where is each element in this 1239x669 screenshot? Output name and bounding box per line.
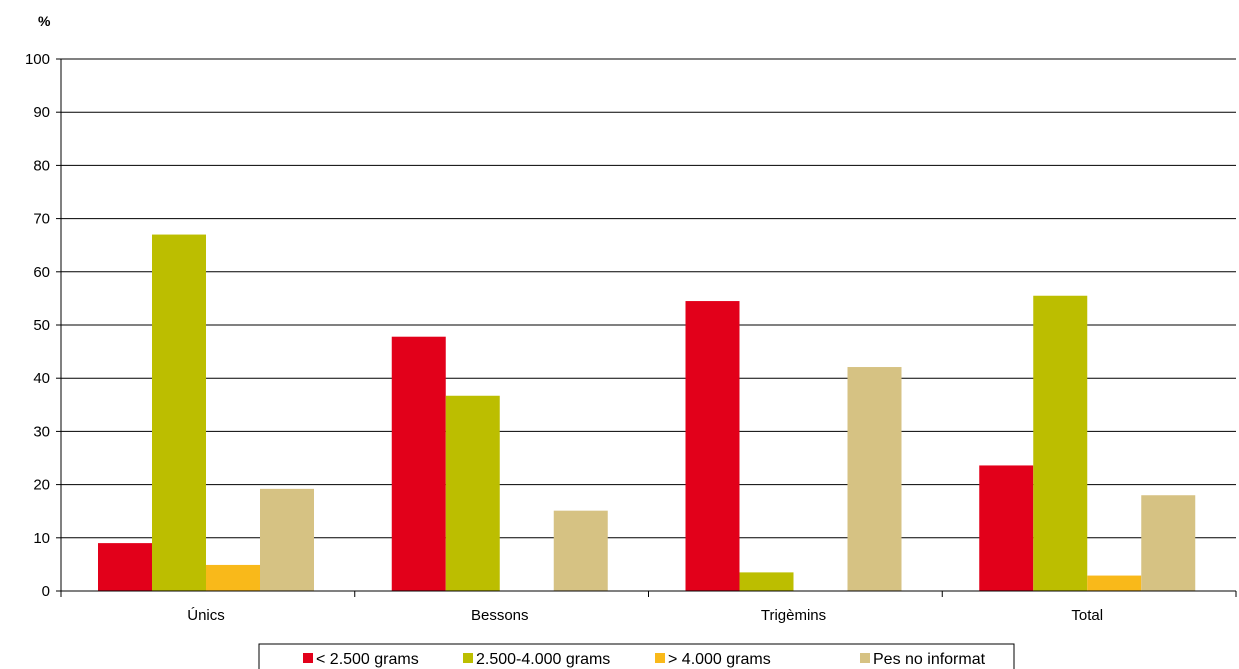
legend: < 2.500 grams 2.500-4.000 grams > 4.000 gr… bbox=[258, 643, 1015, 669]
axes bbox=[56, 58, 1237, 597]
y-tick-label: 100 bbox=[25, 51, 50, 68]
y-axis-unit-label: % bbox=[38, 13, 51, 29]
y-tick-label: 90 bbox=[33, 104, 50, 121]
bars bbox=[98, 234, 1196, 591]
gridlines bbox=[61, 58, 1236, 539]
legend-swatch bbox=[463, 653, 473, 663]
bar bbox=[391, 336, 446, 591]
x-tick-label: Total bbox=[1071, 607, 1103, 624]
bar bbox=[98, 543, 152, 591]
bar bbox=[739, 572, 794, 591]
y-tick-label: 80 bbox=[33, 157, 50, 174]
bar bbox=[445, 395, 500, 591]
x-tick-label: Trigèmins bbox=[761, 607, 826, 624]
legend-swatch bbox=[655, 653, 665, 663]
y-tick-label: 70 bbox=[33, 211, 50, 228]
y-tick-label: 30 bbox=[33, 423, 50, 440]
legend-label: 2.500-4.000 grams bbox=[476, 651, 610, 668]
legend-swatch bbox=[303, 653, 313, 663]
y-tick-label: 60 bbox=[33, 264, 50, 281]
x-tick-label: Únics bbox=[187, 607, 225, 624]
y-tick-label: 40 bbox=[33, 370, 50, 387]
legend-label: > 4.000 grams bbox=[668, 651, 771, 668]
y-tick-label: 20 bbox=[33, 477, 50, 494]
bar bbox=[553, 510, 608, 591]
bar bbox=[685, 301, 740, 591]
y-tick-label: 0 bbox=[42, 583, 50, 600]
bar bbox=[979, 465, 1034, 591]
bar bbox=[206, 564, 260, 591]
y-tick-label: 10 bbox=[33, 530, 50, 547]
y-tick-labels: 0 10 20 30 40 50 60 70 80 90 100 bbox=[25, 51, 50, 600]
legend-label: < 2.500 grams bbox=[316, 651, 419, 668]
x-tick-labels: Únics Bessons Trigèmins Total bbox=[187, 607, 1103, 624]
legend-swatch bbox=[860, 653, 870, 663]
legend-label: Pes no informat bbox=[873, 651, 986, 668]
bar bbox=[1033, 295, 1088, 591]
bar bbox=[260, 488, 314, 591]
x-tick-label: Bessons bbox=[471, 607, 529, 624]
y-tick-label: 50 bbox=[33, 317, 50, 334]
bar bbox=[1087, 575, 1142, 591]
bar bbox=[847, 367, 902, 591]
legend-box bbox=[258, 643, 1015, 669]
bar bbox=[152, 234, 206, 591]
bar bbox=[1141, 495, 1196, 591]
